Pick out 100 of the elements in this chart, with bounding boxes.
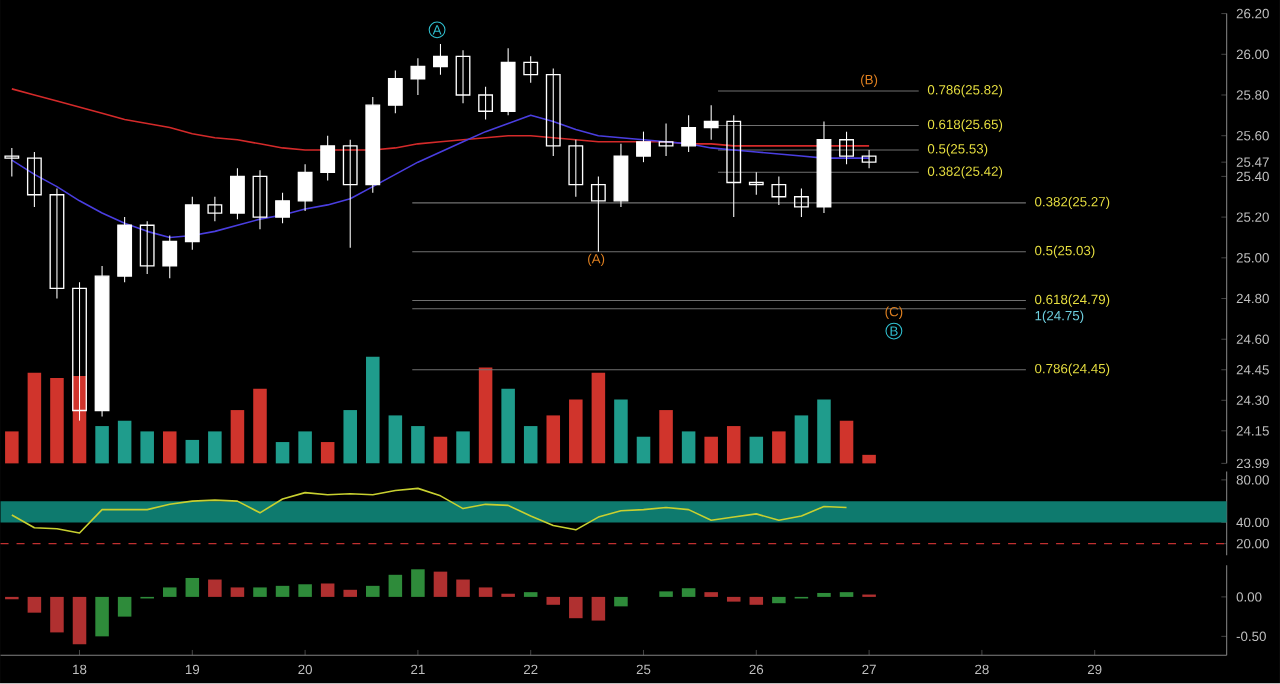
- bar: [185, 440, 200, 464]
- candlestick: [342, 139, 358, 249]
- candlestick: [590, 176, 606, 253]
- bar: [72, 597, 87, 645]
- bar: [569, 399, 583, 464]
- candlestick: [162, 235, 178, 280]
- bar: [636, 437, 651, 464]
- bar: [659, 591, 673, 598]
- bar: [839, 421, 854, 464]
- candlestick: [748, 172, 764, 196]
- bar: [411, 569, 425, 598]
- bar: [501, 389, 515, 464]
- bar: [681, 431, 696, 464]
- bar: [659, 410, 673, 464]
- bar: [704, 592, 718, 598]
- bar: [523, 426, 538, 464]
- candlestick: [139, 220, 155, 275]
- bar: [320, 583, 335, 598]
- candlestick: [793, 188, 809, 218]
- bar: [95, 426, 109, 464]
- bar: [704, 437, 718, 464]
- candlestick: [861, 149, 877, 170]
- candlestick: [568, 139, 584, 198]
- bar: [253, 389, 267, 464]
- bar: [569, 597, 583, 619]
- bar: [320, 442, 335, 464]
- bar: [117, 597, 132, 617]
- bar: [681, 588, 696, 598]
- bar: [208, 579, 222, 598]
- bar: [140, 431, 154, 464]
- candlestick: [613, 143, 629, 208]
- bar: [388, 575, 403, 598]
- bar: [50, 597, 64, 633]
- bar: [275, 442, 290, 464]
- bar: [456, 431, 470, 464]
- bar: [162, 431, 177, 464]
- bar: [546, 597, 561, 606]
- candlestick: [275, 192, 290, 225]
- bar: [749, 437, 764, 464]
- bar: [253, 587, 267, 598]
- candlestick: [658, 123, 674, 157]
- bar: [275, 586, 290, 598]
- bar: [433, 437, 448, 464]
- candlestick: [523, 56, 539, 84]
- bar: [162, 587, 177, 598]
- bar: [839, 592, 854, 598]
- candlestick: [726, 115, 742, 218]
- bar: [591, 597, 606, 621]
- bar: [411, 426, 425, 464]
- candlestick: [207, 196, 223, 223]
- bar: [546, 415, 561, 464]
- bar: [117, 421, 132, 464]
- candlestick: [410, 58, 426, 96]
- candlestick: [636, 131, 651, 164]
- bar: [366, 586, 380, 598]
- candlestick: [703, 104, 719, 141]
- bar: [343, 590, 357, 598]
- bar: [478, 587, 493, 598]
- bar: [366, 357, 380, 464]
- candlestick: [771, 176, 787, 206]
- bar: [27, 597, 42, 614]
- bar: [433, 571, 448, 598]
- bar: [817, 399, 831, 464]
- candlestick: [455, 50, 471, 105]
- bar: [726, 426, 741, 464]
- bar: [50, 378, 64, 464]
- candlestick: [387, 70, 403, 115]
- bar: [614, 597, 628, 607]
- bar: [388, 415, 403, 464]
- candlestick: [229, 168, 245, 221]
- candlestick: [297, 164, 313, 212]
- candlestick: [478, 86, 494, 121]
- candlestick: [433, 43, 448, 76]
- bar: [794, 415, 809, 464]
- bar: [185, 578, 200, 598]
- bar: [95, 597, 109, 637]
- bar: [456, 579, 470, 598]
- bar: [749, 597, 764, 606]
- candlestick: [320, 135, 336, 182]
- bar: [523, 592, 538, 598]
- bar: [591, 373, 606, 464]
- bar: [343, 410, 357, 464]
- bar: [772, 597, 786, 604]
- candlestick: [839, 131, 854, 166]
- bar: [5, 431, 19, 464]
- bar: [27, 373, 42, 464]
- candlestick: [49, 188, 65, 300]
- bar: [478, 367, 493, 464]
- bar: [772, 431, 786, 464]
- bar: [298, 584, 312, 598]
- bar: [230, 587, 245, 598]
- candlestick: [26, 151, 42, 208]
- bar: [208, 431, 222, 464]
- candlestick: [184, 196, 200, 251]
- candlestick: [545, 68, 561, 157]
- bar: [298, 431, 312, 464]
- bar: [862, 455, 876, 464]
- bar: [230, 410, 245, 464]
- candlestick: [252, 170, 268, 231]
- bar: [614, 399, 628, 464]
